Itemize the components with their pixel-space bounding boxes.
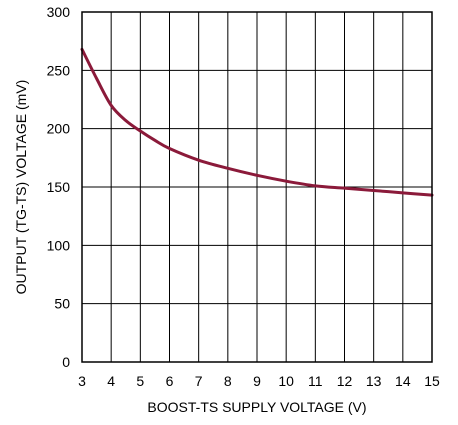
x-tick-label: 5 — [136, 373, 144, 389]
x-tick-label: 14 — [395, 373, 411, 389]
y-axis-title: OUTPUT (TG-TS) VOLTAGE (mV) — [13, 80, 29, 295]
grid — [81, 11, 433, 363]
x-tick-label: 9 — [253, 373, 261, 389]
y-tick-label: 50 — [54, 296, 70, 312]
plot-frame — [81, 11, 433, 363]
y-tick-label: 200 — [47, 121, 71, 137]
y-tick-label: 300 — [47, 4, 71, 20]
x-tick-label: 4 — [107, 373, 115, 389]
x-tick-label: 13 — [366, 373, 382, 389]
x-tick-label: 6 — [166, 373, 174, 389]
x-tick-label: 7 — [195, 373, 203, 389]
x-tick-label: 11 — [308, 373, 323, 389]
series-layer — [80, 47, 434, 197]
y-tick-label: 150 — [47, 179, 71, 195]
x-tick-label: 3 — [78, 373, 86, 389]
y-tick-label: 0 — [62, 354, 70, 370]
x-tick-label: 15 — [424, 373, 440, 389]
series-line — [80, 47, 434, 197]
x-tick-label: 10 — [278, 373, 294, 389]
x-tick-label: 12 — [337, 373, 353, 389]
x-axis-title: BOOST-TS SUPPLY VOLTAGE (V) — [147, 399, 366, 415]
y-tick-label: 250 — [47, 62, 71, 78]
y-tick-label: 100 — [47, 237, 71, 253]
x-tick-label: 8 — [224, 373, 232, 389]
